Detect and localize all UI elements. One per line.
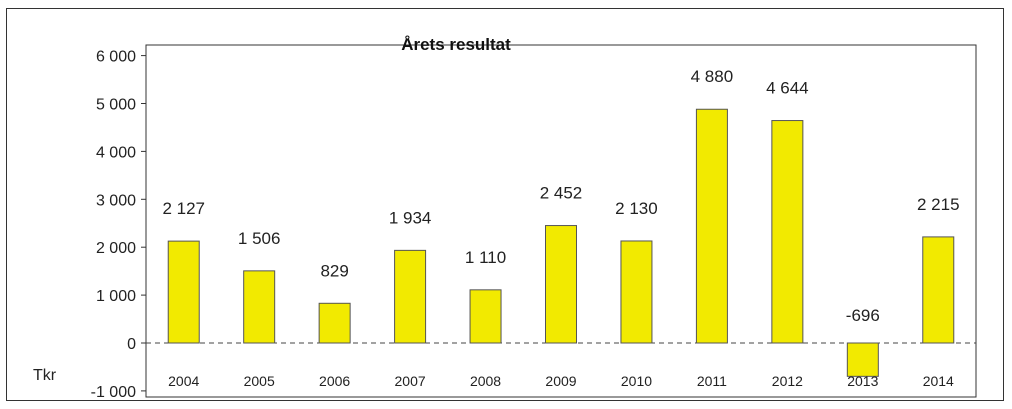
bar-2005 — [243, 270, 276, 344]
data-label: 829 — [320, 261, 348, 280]
data-label: 1 110 — [465, 248, 506, 267]
plot-area — [145, 44, 977, 398]
y-tick-label: 1 000 — [96, 288, 136, 305]
data-label: 1 934 — [389, 208, 432, 227]
y-tick-label: 3 000 — [96, 192, 136, 209]
x-tick-label: 2009 — [545, 373, 576, 389]
bar-2012 — [771, 120, 804, 344]
x-tick-label: 2005 — [244, 373, 275, 389]
bars: 2 127 2004 1 506 2005 829 2006 1 934 2007 1 110 2… — [146, 67, 976, 389]
data-label: 2 127 — [162, 199, 205, 218]
x-tick-label: 2007 — [395, 373, 426, 389]
x-tick-label: 2006 — [319, 373, 350, 389]
x-tick-label: 2010 — [621, 373, 652, 389]
data-label: 4 880 — [691, 67, 734, 86]
x-tick-label: 2014 — [923, 373, 954, 389]
x-tick-label: 2004 — [168, 373, 199, 389]
y-tick-label: 4 000 — [96, 144, 136, 161]
data-label: 4 644 — [766, 79, 809, 98]
bar-2004 — [167, 240, 200, 344]
y-axis: 6 000 5 000 4 000 3 000 2 000 1 000 0 -1 000 — [91, 49, 146, 401]
bar-2008 — [469, 289, 502, 344]
y-tick-label: -1 000 — [91, 384, 136, 401]
chart-frame — [6, 8, 1004, 401]
y-tick-label: 5 000 — [96, 97, 136, 114]
chart-title: Årets resultat — [401, 35, 511, 54]
data-label: 1 506 — [238, 229, 281, 248]
data-label: 2 130 — [615, 199, 658, 218]
y-tick-label: 2 000 — [96, 240, 136, 257]
bar-2014 — [922, 236, 955, 344]
data-label: 2 452 — [540, 184, 583, 203]
unit-label: Tkr — [33, 367, 57, 384]
x-tick-label: 2012 — [772, 373, 803, 389]
x-tick-label: 2008 — [470, 373, 501, 389]
bar-2010 — [620, 240, 653, 344]
x-tick-label: 2013 — [847, 373, 878, 389]
y-tick-label: 6 000 — [96, 49, 136, 66]
y-tick-label: 0 — [127, 336, 136, 353]
bar-2011 — [695, 108, 728, 344]
bar-2007 — [394, 249, 427, 344]
data-label: 2 215 — [917, 195, 960, 214]
x-tick-label: 2011 — [697, 373, 727, 389]
data-label: -696 — [846, 306, 880, 325]
bar-2009 — [545, 225, 577, 344]
bar-2006 — [318, 302, 351, 344]
bar-2013 — [846, 342, 879, 377]
